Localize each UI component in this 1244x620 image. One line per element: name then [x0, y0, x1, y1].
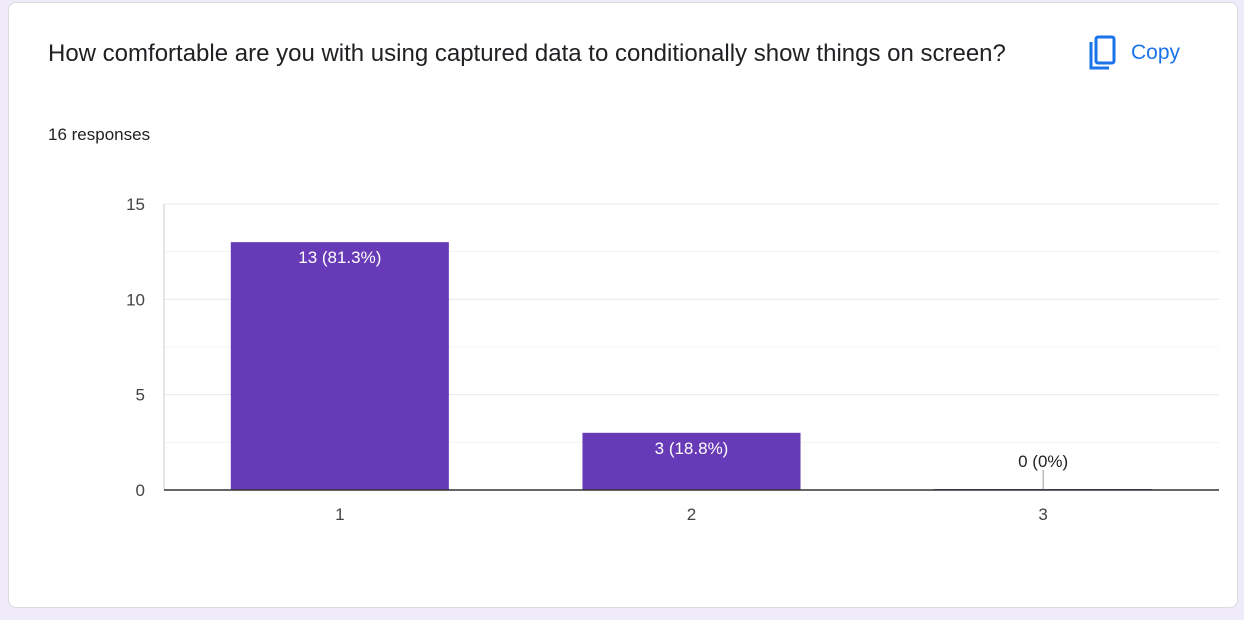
copy-label: Copy — [1131, 41, 1181, 64]
bar-2 — [582, 432, 801, 490]
question-title: How comfortable are you with using captu… — [48, 40, 1006, 67]
y-tick-label: 15 — [126, 195, 145, 214]
y-tick-label: 0 — [136, 481, 145, 500]
x-tick-label-3: 3 — [1038, 505, 1047, 524]
data-label-1: 13 (81.3%) — [298, 248, 381, 267]
y-tick-label: 5 — [136, 386, 145, 405]
question-card: How comfortable are you with using captu… — [8, 2, 1238, 608]
data-label-3: 0 (0%) — [1018, 452, 1068, 471]
bar-1 — [230, 242, 449, 490]
x-tick-label-1: 1 — [335, 505, 344, 524]
x-tick-label-2: 2 — [687, 505, 696, 524]
data-label-2: 3 (18.8%) — [655, 439, 729, 458]
copy-chart-button[interactable]: Copy — [1087, 33, 1180, 73]
response-count: 16 responses — [48, 125, 151, 144]
y-tick-label: 10 — [126, 290, 145, 309]
copy-icon — [1087, 35, 1117, 71]
